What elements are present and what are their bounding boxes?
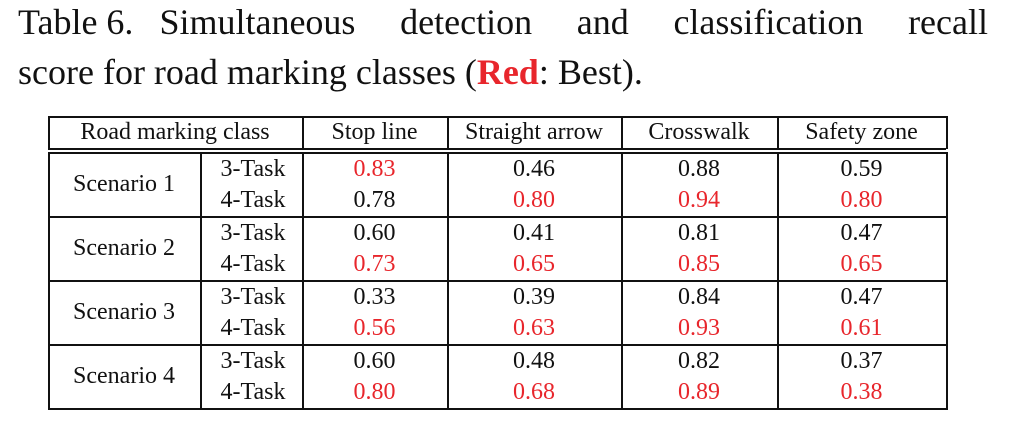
- rule: [48, 148, 946, 150]
- table-cell: 0.60: [353, 348, 396, 374]
- rule: [447, 152, 449, 410]
- table-cell: Road marking class: [80, 119, 270, 145]
- rule: [302, 116, 304, 149]
- rule: [946, 116, 948, 149]
- rule: [200, 152, 202, 410]
- rule: [48, 116, 946, 118]
- table-cell: Stop line: [331, 119, 418, 145]
- rule: [302, 152, 304, 410]
- table-cell: 0.65: [513, 251, 555, 277]
- table-cell: 3-Task: [220, 284, 286, 310]
- rule: [48, 408, 946, 410]
- rule: [621, 152, 623, 410]
- rule: [48, 152, 946, 154]
- table-cell: 0.85: [678, 251, 720, 277]
- caption-line: score for road marking classes (Red: Bes…: [18, 52, 643, 92]
- caption-line: Table 6. Simultaneous detection and classif…: [18, 2, 988, 42]
- table-cell: 0.56: [353, 315, 396, 341]
- table-cell: 0.82: [678, 348, 720, 374]
- table-cell: 0.41: [513, 220, 555, 246]
- table-cell: Scenario 3: [73, 299, 175, 325]
- table-cell: 0.33: [353, 284, 396, 310]
- table-cell: 3-Task: [220, 348, 286, 374]
- table-cell: 4-Task: [220, 379, 286, 405]
- table-cell: 0.60: [353, 220, 396, 246]
- table-cell: 0.38: [840, 379, 883, 405]
- rule: [777, 116, 779, 149]
- rule: [48, 116, 50, 149]
- table-cell: 4-Task: [220, 187, 286, 213]
- table-cell: 4-Task: [220, 315, 286, 341]
- table-cell: Scenario 2: [73, 235, 175, 261]
- table-cell: 0.37: [840, 348, 883, 374]
- caption-label: Table 6.: [18, 2, 134, 42]
- table-cell: 3-Task: [220, 220, 286, 246]
- table-cell: 0.73: [353, 251, 396, 277]
- table-cell: 0.47: [840, 284, 883, 310]
- rule: [447, 116, 449, 149]
- table-cell: Crosswalk: [648, 119, 750, 145]
- table-cell: Scenario 4: [73, 363, 175, 389]
- rule: [621, 116, 623, 149]
- table-cell: 0.80: [840, 187, 883, 213]
- rule: [777, 152, 779, 410]
- table-cell: 4-Task: [220, 251, 286, 277]
- table-cell: 0.63: [513, 315, 555, 341]
- rule: [48, 216, 946, 218]
- table-cell: 0.93: [678, 315, 720, 341]
- table-cell: 0.39: [513, 284, 555, 310]
- table-cell: 0.47: [840, 220, 883, 246]
- rule: [48, 344, 946, 346]
- table-cell: 0.80: [353, 379, 396, 405]
- table-cell: 0.78: [353, 187, 396, 213]
- table-cell: 0.83: [353, 156, 396, 182]
- table-cell: Scenario 1: [73, 171, 175, 197]
- table-cell: 0.84: [678, 284, 720, 310]
- caption-text: score for road marking classes (: [18, 52, 477, 92]
- table-cell: 0.81: [678, 220, 720, 246]
- table-cell: 0.48: [513, 348, 555, 374]
- table-cell: 0.88: [678, 156, 720, 182]
- table-cell: 0.46: [513, 156, 555, 182]
- table-cell: 0.61: [840, 315, 883, 341]
- table-cell: 0.65: [840, 251, 883, 277]
- table-cell: 0.94: [678, 187, 720, 213]
- rule: [946, 152, 948, 410]
- table-cell: Straight arrow: [465, 119, 603, 145]
- table-cell: Safety zone: [805, 119, 918, 145]
- table-cell: 0.68: [513, 379, 555, 405]
- rule: [48, 152, 50, 410]
- caption-highlight: Red: [476, 52, 539, 92]
- table-cell: 0.59: [840, 156, 883, 182]
- table-cell: 3-Task: [220, 156, 286, 182]
- rule: [48, 280, 946, 282]
- caption-text: : Best).: [538, 52, 643, 92]
- table-cell: 0.89: [678, 379, 720, 405]
- table-cell: 0.80: [513, 187, 555, 213]
- caption-text: Simultaneous detection and classification re…: [159, 2, 988, 42]
